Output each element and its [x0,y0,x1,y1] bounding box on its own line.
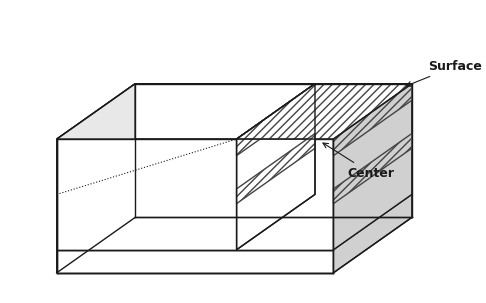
Polygon shape [57,84,135,250]
Text: Surface: Surface [406,60,482,86]
Polygon shape [333,134,412,204]
Polygon shape [333,195,412,273]
Text: Center: Center [323,143,394,180]
Polygon shape [57,139,333,250]
Polygon shape [237,84,315,156]
Polygon shape [237,134,315,204]
Polygon shape [333,84,412,250]
Polygon shape [237,84,412,139]
Polygon shape [57,195,135,273]
Polygon shape [237,84,412,139]
Polygon shape [57,250,333,273]
Polygon shape [333,84,412,156]
Polygon shape [237,84,315,250]
Polygon shape [57,84,412,139]
